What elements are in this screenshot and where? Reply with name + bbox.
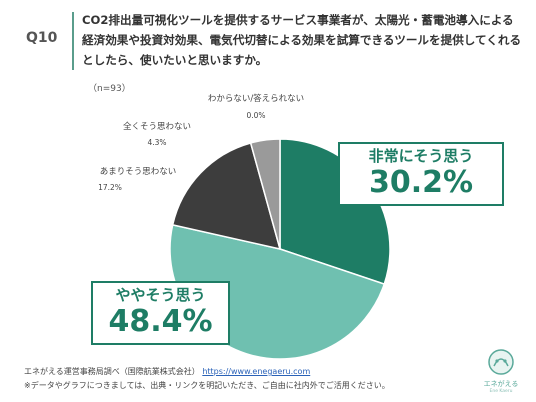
logo-text: エネがえる <box>483 380 519 388</box>
callout-somewhat: ややそう思う 48.4% <box>91 281 230 345</box>
pie-slice-4 <box>249 138 281 250</box>
footer-source: エネがえる運営事務局調べ（国際航業株式会社） https://www.enega… <box>24 366 310 377</box>
callout-very-much: 非常にそう思う 30.2% <box>338 142 504 206</box>
callout-somewhat-value: 48.4% <box>108 304 213 339</box>
footer-note: ※データやグラフにつきましては、出典・リンクを明記いただき、ご自由に社内外でご活… <box>24 381 390 390</box>
footer-source-link[interactable]: https://www.enegaeru.com <box>202 367 311 376</box>
slice-value-4: 4.3% <box>147 138 166 147</box>
sample-size: （n=93） <box>88 84 131 94</box>
footer-source-text: エネがえる運営事務局調べ（国際航業株式会社） <box>24 367 200 376</box>
slice-label-4: 全くそう思わない <box>123 121 191 132</box>
question-number: Q10 <box>26 30 58 46</box>
pie-slice-3 <box>171 142 282 251</box>
callout-very-much-value: 30.2% <box>368 165 474 200</box>
logo-subtext: Ene Kaeru <box>489 389 513 394</box>
enegaeru-logo-icon <box>488 349 514 375</box>
slice-label-5: わからない/答えられない <box>208 93 304 104</box>
callout-very-much-label: 非常にそう思う <box>368 147 474 165</box>
question-divider <box>72 12 74 70</box>
slice-label-3: あまりそう思わない <box>100 167 177 177</box>
slice-value-3: 17.2% <box>98 183 122 192</box>
callout-somewhat-label: ややそう思う <box>115 286 206 304</box>
question-text: CO2排出量可視化ツールを提供するサービス事業者が、太陽光・蓄電池導入による経済… <box>82 13 522 67</box>
slice-value-5: 0.0% <box>246 111 265 120</box>
